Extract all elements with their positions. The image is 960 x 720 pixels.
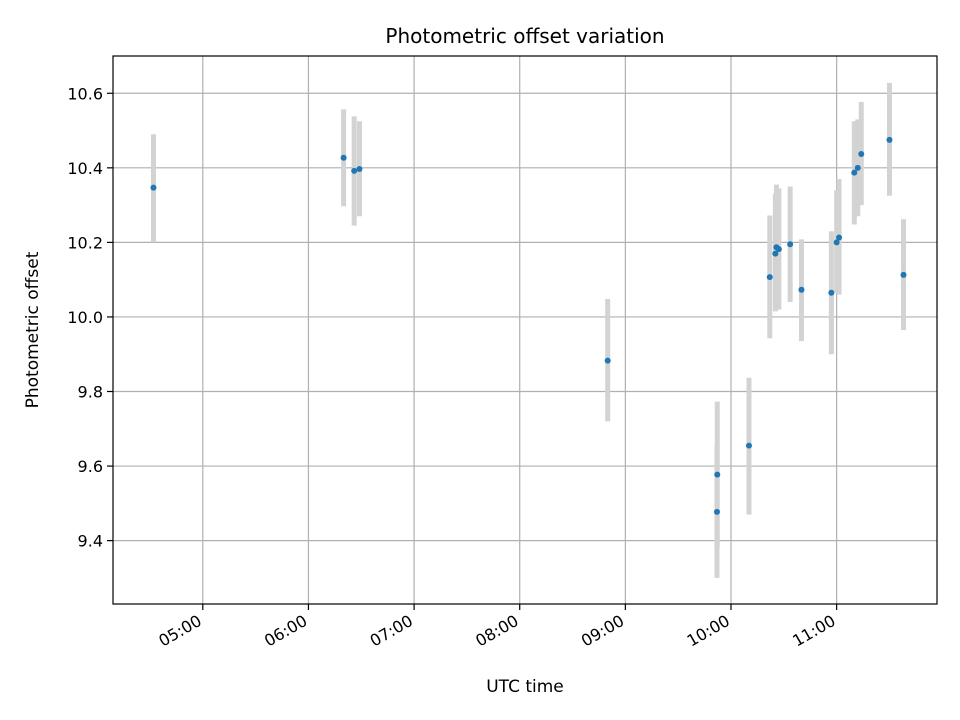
data-point <box>772 250 779 257</box>
data-point <box>851 169 858 176</box>
y-axis-ticks: 9.4 9.6 9.8 10.0 10.2 10.4 10.6 <box>67 84 113 551</box>
data-point <box>745 442 752 449</box>
y-tick-label: 9.6 <box>78 457 103 476</box>
plot-frame <box>112 55 938 605</box>
data-point <box>604 357 611 364</box>
data-point <box>775 246 782 253</box>
grid <box>113 56 937 604</box>
data-point <box>900 271 907 278</box>
y-tick-label: 10.6 <box>67 84 103 103</box>
data-point <box>828 289 835 296</box>
y-tick-label: 10.2 <box>67 233 103 252</box>
data-points <box>150 136 907 515</box>
y-tick-label: 9.8 <box>78 383 103 402</box>
data-point <box>351 167 358 174</box>
y-tick-label: 9.4 <box>78 532 103 551</box>
y-tick-label: 10.0 <box>67 308 103 327</box>
data-point <box>766 274 773 281</box>
data-point <box>886 136 893 143</box>
data-point <box>714 471 721 478</box>
y-axis-label: Photometric offset <box>23 251 43 408</box>
chart-title: Photometric offset variation <box>385 24 664 48</box>
y-tick-label: 10.4 <box>67 159 103 178</box>
data-point <box>787 241 794 248</box>
x-axis-label: UTC time <box>486 677 564 697</box>
data-point <box>833 239 840 246</box>
data-point <box>854 164 861 171</box>
data-point <box>356 165 363 172</box>
data-point <box>340 154 347 161</box>
data-point <box>836 234 843 241</box>
data-point <box>150 184 157 191</box>
data-point <box>858 151 865 158</box>
data-point <box>713 508 720 515</box>
data-point <box>798 286 805 293</box>
